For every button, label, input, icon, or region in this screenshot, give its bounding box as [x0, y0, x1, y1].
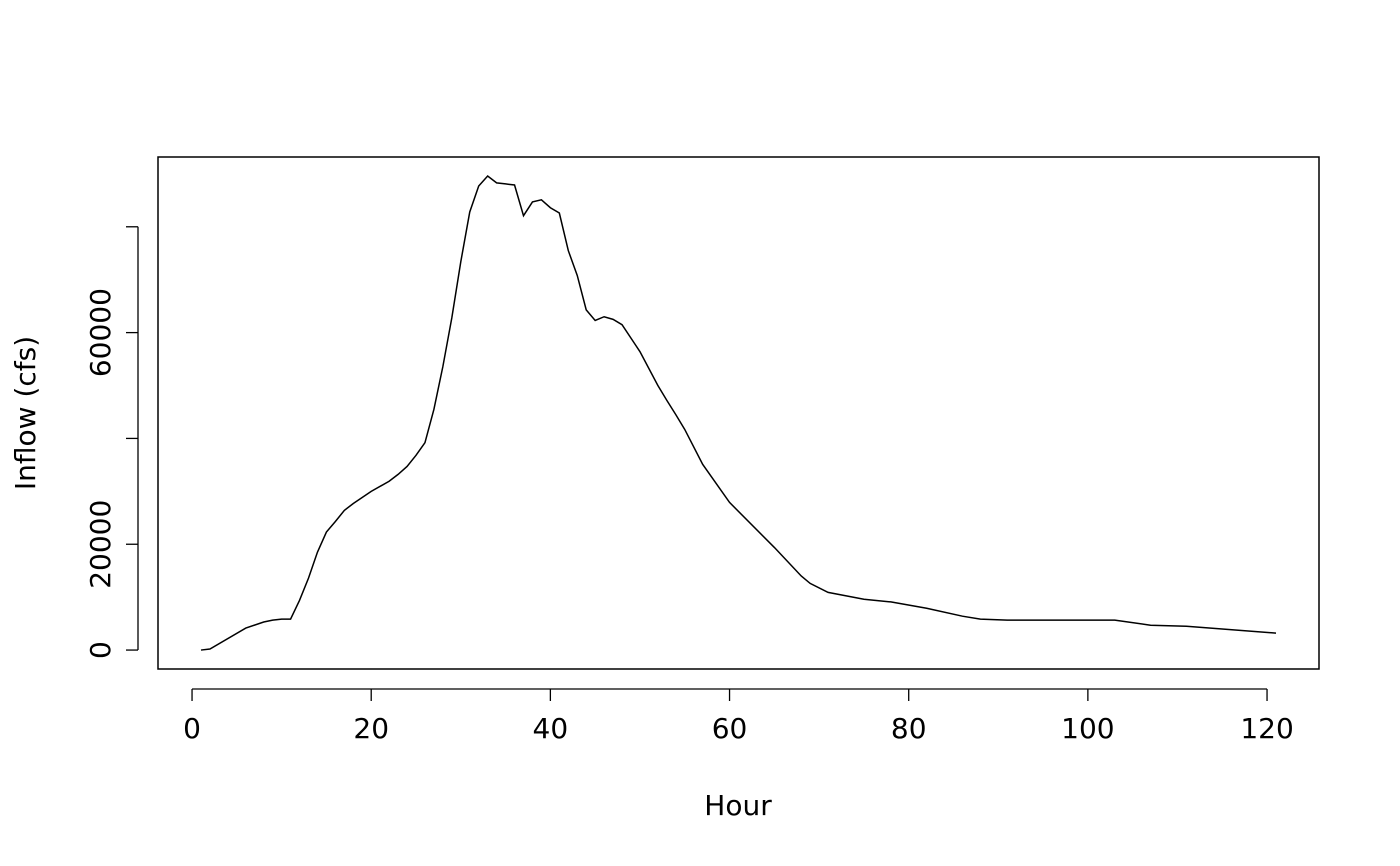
- y-tick-label: 60000: [84, 288, 117, 377]
- x-tick-label: 60: [712, 712, 748, 745]
- y-axis-label: Inflow (cfs): [9, 336, 42, 490]
- y-tick-label: 20000: [84, 500, 117, 589]
- data-line: [200, 174, 1277, 651]
- y-tick-label: 0: [84, 641, 117, 659]
- x-tick-label: 20: [353, 712, 389, 745]
- x-tick-label: 100: [1061, 712, 1114, 745]
- x-tick-label: 0: [183, 712, 201, 745]
- x-tick-label: 80: [891, 712, 927, 745]
- plot-box: [157, 156, 1320, 670]
- x-tick-label: 40: [533, 712, 569, 745]
- x-axis-label: Hour: [704, 789, 772, 822]
- x-tick-label: 120: [1240, 712, 1293, 745]
